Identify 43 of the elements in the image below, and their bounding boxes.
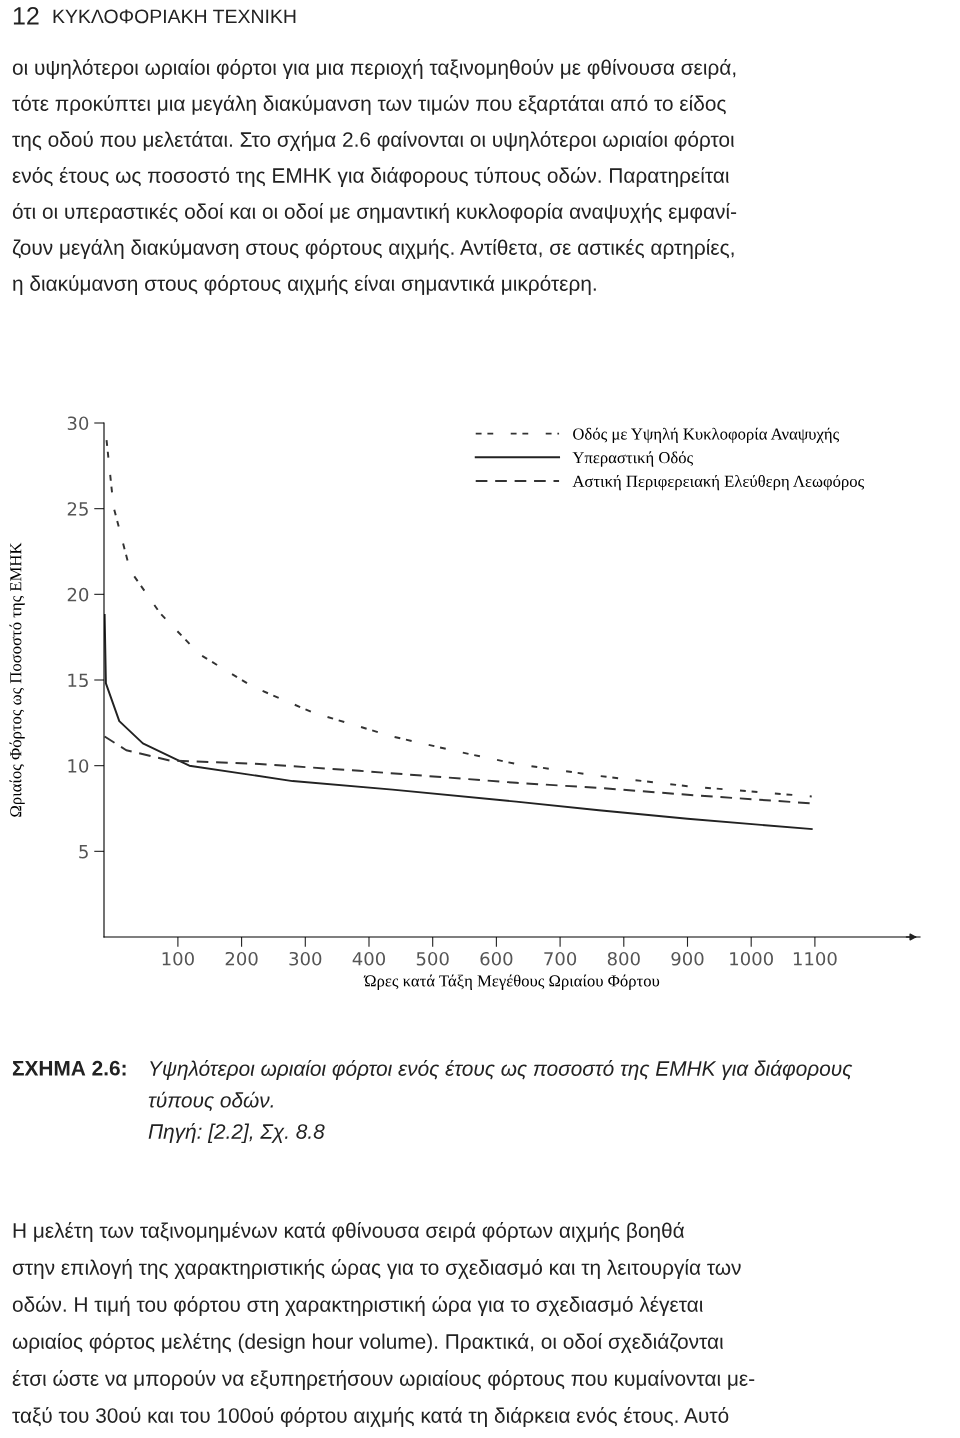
text: ζουν μεγάλη διακύμανση στους φόρτους αιχμής. Αντίθετα, σε αστικές αρτηρίες,	[12, 238, 734, 260]
x-tick-label: 200	[225, 951, 258, 966]
text: Υψηλότεροι ωριαίοι φόρτοι ενός έτους ως ποσοστό της ΕΜΗΚ για διάφορους	[150, 1059, 853, 1081]
x-tick-label: 1000	[730, 951, 773, 966]
legend-label: Οδός με Υψηλή Κυκλοφορία Αναψυχής	[573, 427, 840, 444]
text: έτσι ώστε να μπορούν να εξυπηρετήσουν ωριαίους φόρτους που κυμαίνονται με-	[12, 1369, 755, 1391]
text: οι υψηλότεροι ωριαίοι φόρτοι για μια περιοχή ταξινομηθούν με φθίνουσα σειρά,	[12, 58, 736, 80]
text: ότι οι υπεραστικές οδοί και οι οδοί με σημαντική κυκλοφορία αναψυχής εμφανί-	[12, 202, 737, 224]
line-series	[104, 735, 813, 805]
x-axis-title: Ώρες κατά Τάξη Μεγέθους Ωριαίου Φόρτου	[363, 974, 660, 990]
text: οδών. Η τιμή του φόρτου στη χαρακτηριστική ώρα για το σχεδιασμό λέγεται	[12, 1295, 703, 1317]
x-tick-label: 500	[416, 951, 449, 966]
text: τότε προκύπτει μια μεγάλη διακύμανση των τιμών που εξαρτάται από το είδος	[12, 94, 726, 116]
text: στην επιλογή της χαρακτηριστικής ώρας για το σχεδιασμό και τη λειτουργία των	[12, 1258, 741, 1280]
text: ΣΧΗΜΑ 2.6:	[12, 1060, 126, 1076]
x-tick-label: 100	[162, 951, 194, 966]
y-tick-label: 25	[67, 502, 88, 516]
legend-label: Υπεραστική Οδός	[572, 451, 694, 467]
x-tick-label: 900	[671, 951, 704, 966]
y-axis-title: Ωριαίος Φόρτος ως Ποσοστό της ΕΜΗΚ	[9, 542, 25, 817]
text: Η μελέτη των ταξινομημένων κατά φθίνουσα σειρά φόρτων αιχμής βοηθά	[13, 1221, 685, 1243]
x-tick-label: 300	[289, 951, 322, 966]
x-tick-label: 800	[607, 951, 640, 966]
x-tick-label: 700	[544, 951, 577, 966]
line-series	[104, 613, 813, 831]
text: ωριαίος φόρτος μελέτης (design hour volume). Πρακτικά, οι οδοί σχεδιάζονται	[12, 1332, 724, 1354]
text: 12	[13, 7, 39, 25]
y-tick-label: 10	[68, 759, 89, 773]
text: τύπους οδών.	[148, 1091, 273, 1112]
text: ενός έτους ως ποσοστό της ΕΜΗΚ για διάφορους τύπους οδών. Παρατηρείται	[12, 166, 729, 188]
x-tick-label: 600	[480, 951, 513, 966]
text: της οδού που μελετάται. Στο σχήμα 2.6 φαίνονται οι υψηλότεροι ωριαίοι φόρτοι	[12, 130, 735, 152]
y-tick-label: 20	[67, 587, 89, 602]
y-tick-label: 30	[67, 416, 89, 431]
y-tick-label: 15	[68, 673, 88, 688]
legend-label: Αστική Περιφερειακή Ελεύθερη Λεωφόρος	[572, 475, 865, 491]
text: Πηγή: [2.2], Σχ. 8.8	[148, 1122, 325, 1144]
text: ταξύ του 30ού και του 100ού φόρτου αιχμής κατά τη διάρκεια ενός έτους. Αυτό	[12, 1406, 729, 1428]
text: η διακύμανση στους φόρτους αιχμής είναι σημαντικά μικρότερη.	[13, 274, 596, 296]
text: ΚΥΚΛΟΦΟΡΙΑΚΗ ΤΕΧΝΙΚΗ	[53, 9, 296, 24]
x-tick-label: 1100	[793, 951, 837, 966]
y-tick-label: 5	[79, 845, 88, 859]
x-tick-label: 400	[352, 951, 386, 966]
